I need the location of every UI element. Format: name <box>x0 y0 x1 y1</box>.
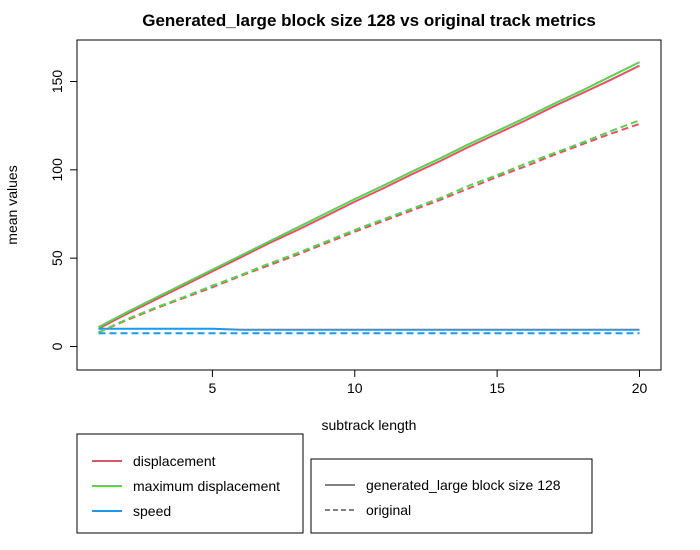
legend-groups: generated_large block size 128 original <box>310 458 593 534</box>
y-tick-label: 0 <box>49 342 65 350</box>
series-line-maximum-displacement-generated-large-block-size-128 <box>98 61 640 328</box>
x-tick-label: 20 <box>632 380 648 396</box>
chart-title: Generated_large block size 128 vs origin… <box>142 11 596 30</box>
legend-label-generated-large-block-size-128: generated_large block size 128 <box>366 477 561 493</box>
y-tick-label: 150 <box>49 70 65 94</box>
x-axis-label: subtrack length <box>322 417 417 433</box>
y-axis-label: mean values <box>4 165 20 244</box>
y-tick-label: 50 <box>49 250 65 266</box>
legend-label-speed: speed <box>133 503 171 519</box>
series-line-maximum-displacement-original <box>98 119 640 334</box>
legend-groups-box <box>310 458 593 534</box>
series-line-displacement-generated-large-block-size-128 <box>98 64 640 330</box>
y-tick-label: 100 <box>49 158 65 182</box>
x-tick-label: 10 <box>347 380 363 396</box>
legend-metrics: displacement maximum displacement speed <box>76 433 304 534</box>
series-line-displacement-original <box>98 122 640 334</box>
series-lines <box>98 61 640 335</box>
legend-label-original: original <box>366 502 411 518</box>
x-tick-label: 5 <box>208 380 216 396</box>
legend-label-displacement: displacement <box>133 453 216 469</box>
y-axis: 0 50 100 150 <box>49 70 77 350</box>
series-line-speed-generated-large-block-size-128 <box>98 327 640 331</box>
plot-frame <box>76 39 662 371</box>
legend-label-maximum-displacement: maximum displacement <box>133 478 280 494</box>
legend-metrics-box <box>76 433 304 534</box>
x-axis: 5 10 15 20 <box>208 370 647 396</box>
x-tick-label: 15 <box>489 380 505 396</box>
